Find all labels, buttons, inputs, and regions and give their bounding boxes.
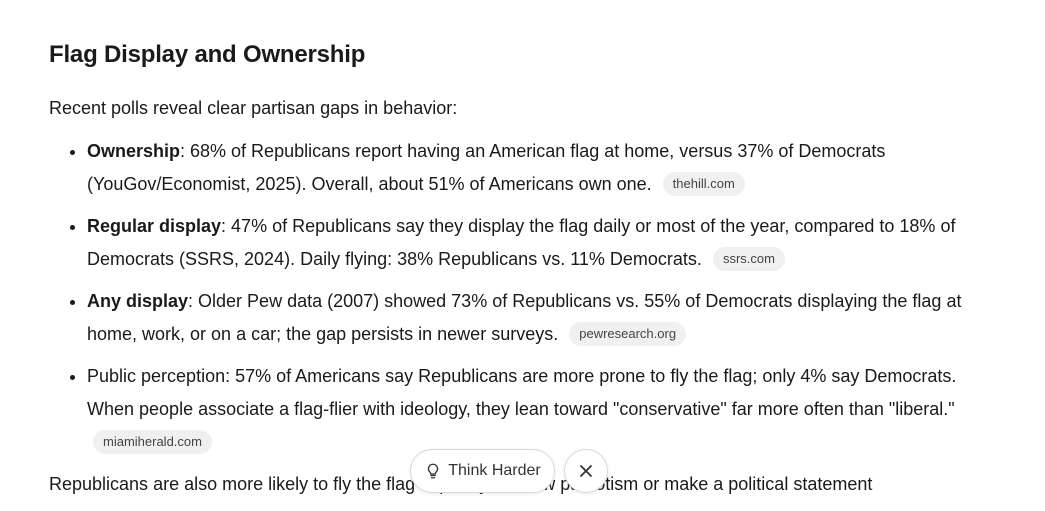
source-chip[interactable]: miamiherald.com [93,430,212,454]
bullet-item: Any display: Older Pew data (2007) showe… [87,285,979,351]
item-text: : Older Pew data (2007) showed 73% of Re… [87,291,962,344]
source-chip[interactable]: pewresearch.org [569,322,687,346]
close-icon [580,465,592,477]
section-heading: Flag Display and Ownership [49,41,366,68]
bullet-item: Ownership: 68% of Republicans report hav… [87,135,979,201]
message: Flag Display and Ownership Recent polls … [49,38,979,511]
bullet-list: Ownership: 68% of Republicans report hav… [49,135,979,459]
page: {"header": {"title": "Flag Display and O… [0,0,1045,500]
item-text: Public perception: 57% of Americans say … [87,366,957,419]
close-button[interactable] [564,449,608,493]
item-text: : 68% of Republicans report having an Am… [87,141,886,194]
bulb-icon [428,463,439,479]
button-label: Think Harder [448,462,541,479]
intro-text: Recent polls reveal clear partisan gaps … [49,98,458,118]
item-text: : 47% of Republicans say they display th… [87,216,956,269]
bold-lead: Any display [87,291,189,311]
bold-lead: Ownership [87,141,181,161]
source-chip[interactable]: thehill.com [662,172,745,196]
bold-lead: Regular display [87,216,222,236]
bullet-item: Regular display: 47% of Republicans say … [87,210,979,276]
think-harder-button[interactable]: Think Harder [410,449,555,493]
source-chip[interactable]: ssrs.com [712,247,785,271]
bullet-item: Public perception: 57% of Americans say … [87,360,979,459]
